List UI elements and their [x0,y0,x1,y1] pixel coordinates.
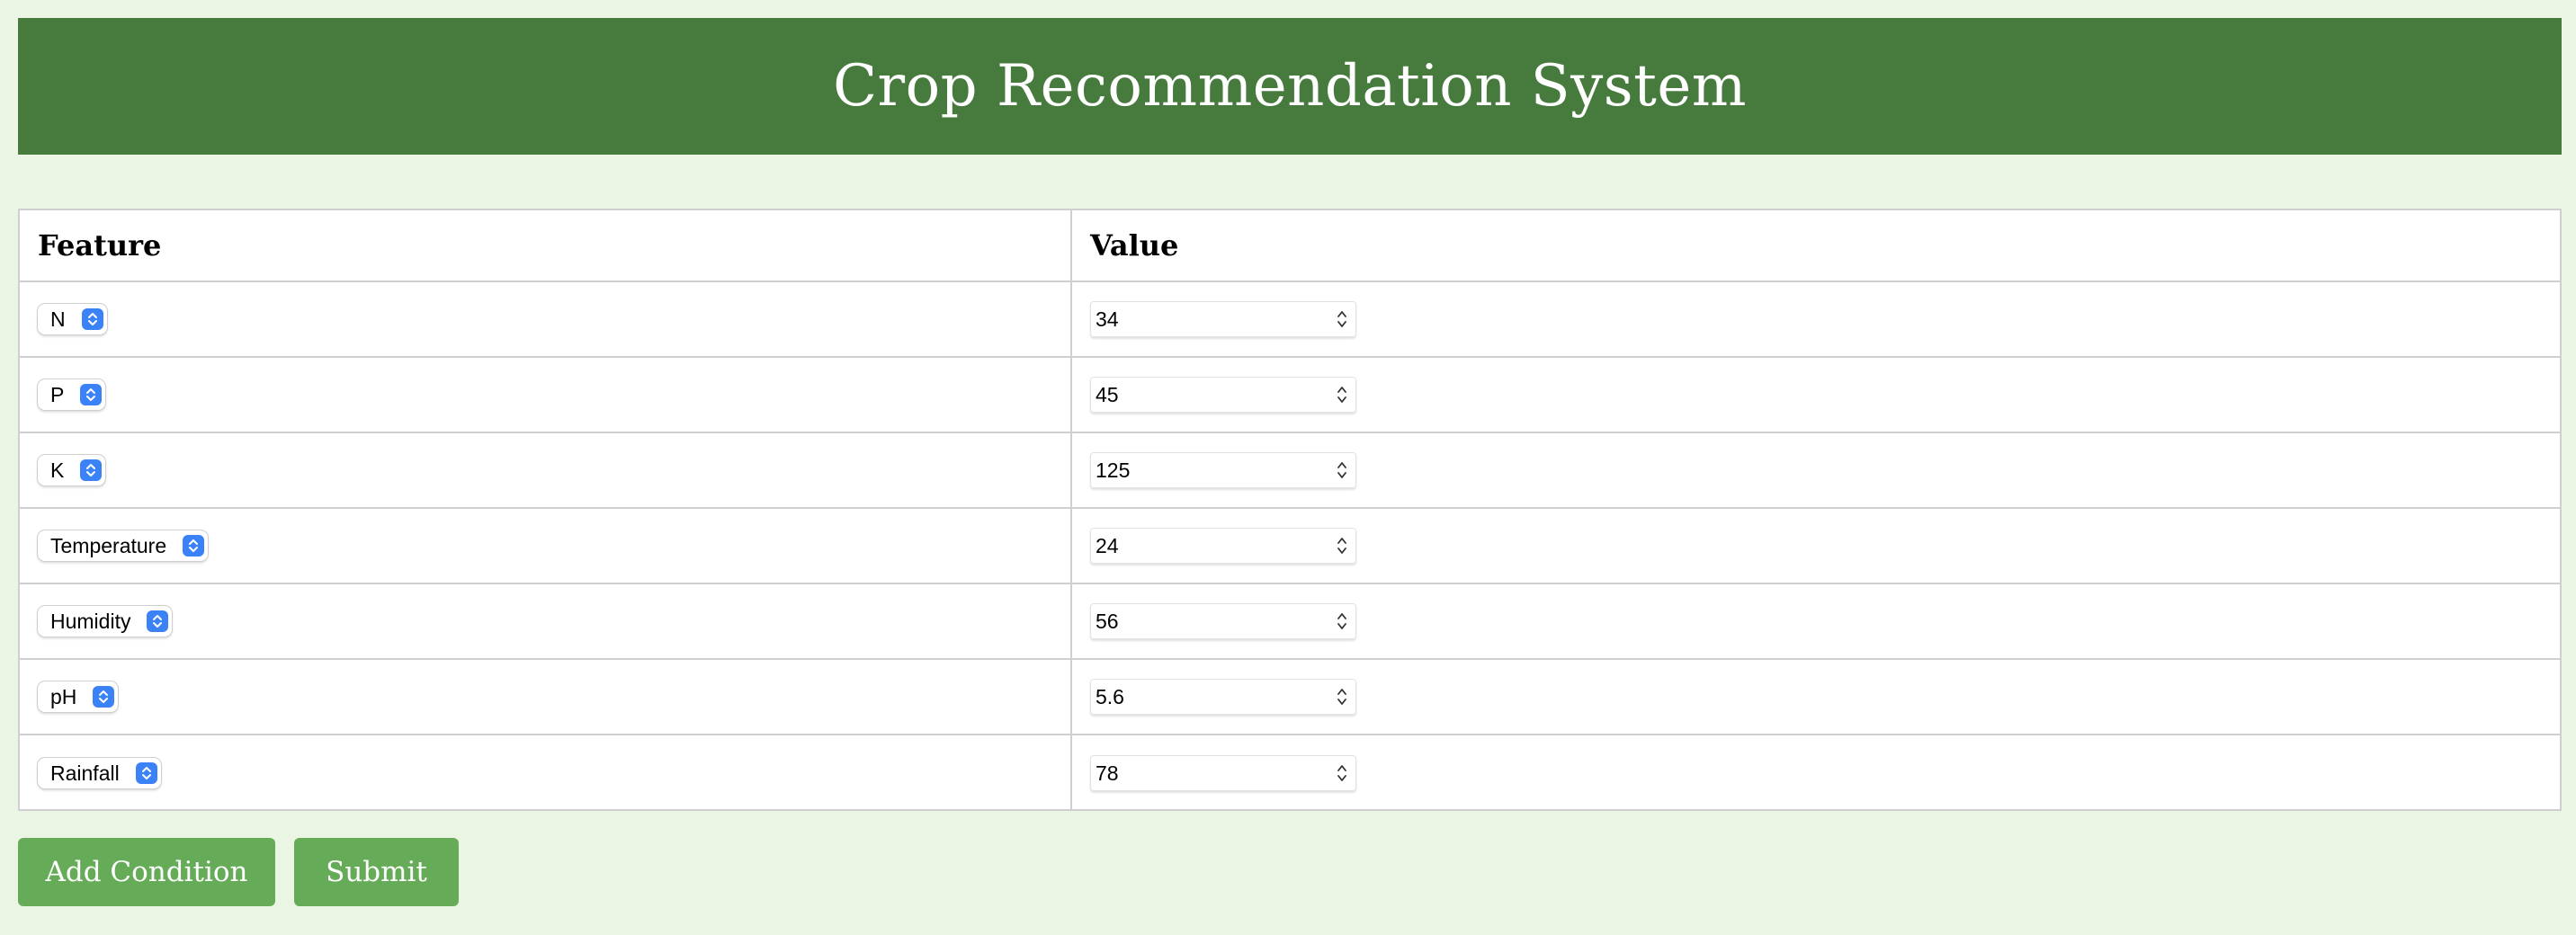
value-input-text: 78 [1096,761,1119,785]
value-number-input[interactable]: 56 [1090,603,1356,639]
value-number-input[interactable]: 24 [1090,528,1356,564]
stepper-icon[interactable] [1333,305,1351,334]
table-row: P 45 [20,358,2560,433]
feature-select-value: Temperature [50,533,167,557]
value-input-text: 5.6 [1096,684,1124,708]
feature-heading: Feature [38,228,162,263]
table-row: Temperature 24 [20,509,2560,584]
stepper-icon[interactable] [1333,456,1351,485]
value-number-input[interactable]: 78 [1090,755,1356,791]
value-input-text: 125 [1096,458,1131,482]
chevron-up-down-icon [80,384,103,405]
stepper-icon[interactable] [1333,682,1351,711]
table-row: Humidity 56 [20,584,2560,660]
value-input-text: 45 [1096,382,1119,406]
feature-cell: Rainfall [20,735,1072,811]
value-number-input[interactable]: 34 [1090,301,1356,337]
feature-select-value: K [50,458,65,482]
value-input-text: 24 [1096,533,1119,557]
table-row: N 34 [20,282,2560,358]
chevron-up-down-icon [183,535,205,557]
page-header: Crop Recommendation System [18,18,2562,155]
stepper-icon[interactable] [1333,607,1351,636]
feature-column-header: Feature [20,210,1072,280]
value-number-input[interactable]: 45 [1090,377,1356,413]
value-number-input[interactable]: 125 [1090,452,1356,488]
chevron-up-down-icon [80,459,103,481]
chevron-up-down-icon [81,308,103,330]
value-input-text: 34 [1096,307,1119,331]
conditions-table: Feature Value N 34 [18,209,2562,811]
feature-select[interactable]: N [38,304,107,334]
table-row: Rainfall 78 [20,735,2560,811]
feature-select[interactable]: Rainfall [38,758,161,788]
feature-cell: pH [20,660,1072,734]
value-cell: 45 [1072,358,2560,432]
value-number-input[interactable]: 5.6 [1090,679,1356,715]
chevron-up-down-icon [147,610,169,632]
feature-select[interactable]: P [38,379,106,410]
stepper-icon[interactable] [1333,380,1351,409]
chevron-up-down-icon [93,686,115,708]
feature-select[interactable]: Humidity [38,606,173,637]
page-title: Crop Recommendation System [833,53,1747,120]
feature-select-value: P [50,382,65,406]
value-heading: Value [1090,228,1179,263]
add-condition-button[interactable]: Add Condition [18,838,275,906]
table-row: pH 5.6 [20,660,2560,735]
feature-select[interactable]: K [38,455,106,485]
table-row: K 125 [20,433,2560,509]
feature-cell: Temperature [20,509,1072,583]
feature-select-value: pH [50,684,77,708]
feature-select-value: N [50,307,66,331]
table-header-row: Feature Value [20,210,2560,282]
feature-select[interactable]: Temperature [38,530,209,561]
value-column-header: Value [1072,210,2560,280]
value-input-text: 56 [1096,609,1119,633]
feature-cell: K [20,433,1072,507]
value-cell: 125 [1072,433,2560,507]
stepper-icon[interactable] [1333,531,1351,560]
value-cell: 24 [1072,509,2560,583]
chevron-up-down-icon [135,762,157,784]
feature-cell: N [20,282,1072,356]
value-cell: 34 [1072,282,2560,356]
value-cell: 5.6 [1072,660,2560,734]
value-cell: 56 [1072,584,2560,658]
value-cell: 78 [1072,735,2560,811]
submit-button[interactable]: Submit [294,838,459,906]
feature-cell: Humidity [20,584,1072,658]
stepper-icon[interactable] [1333,759,1351,788]
feature-select-value: Rainfall [50,761,120,785]
feature-cell: P [20,358,1072,432]
feature-select[interactable]: pH [38,681,119,712]
feature-select-value: Humidity [50,609,131,633]
